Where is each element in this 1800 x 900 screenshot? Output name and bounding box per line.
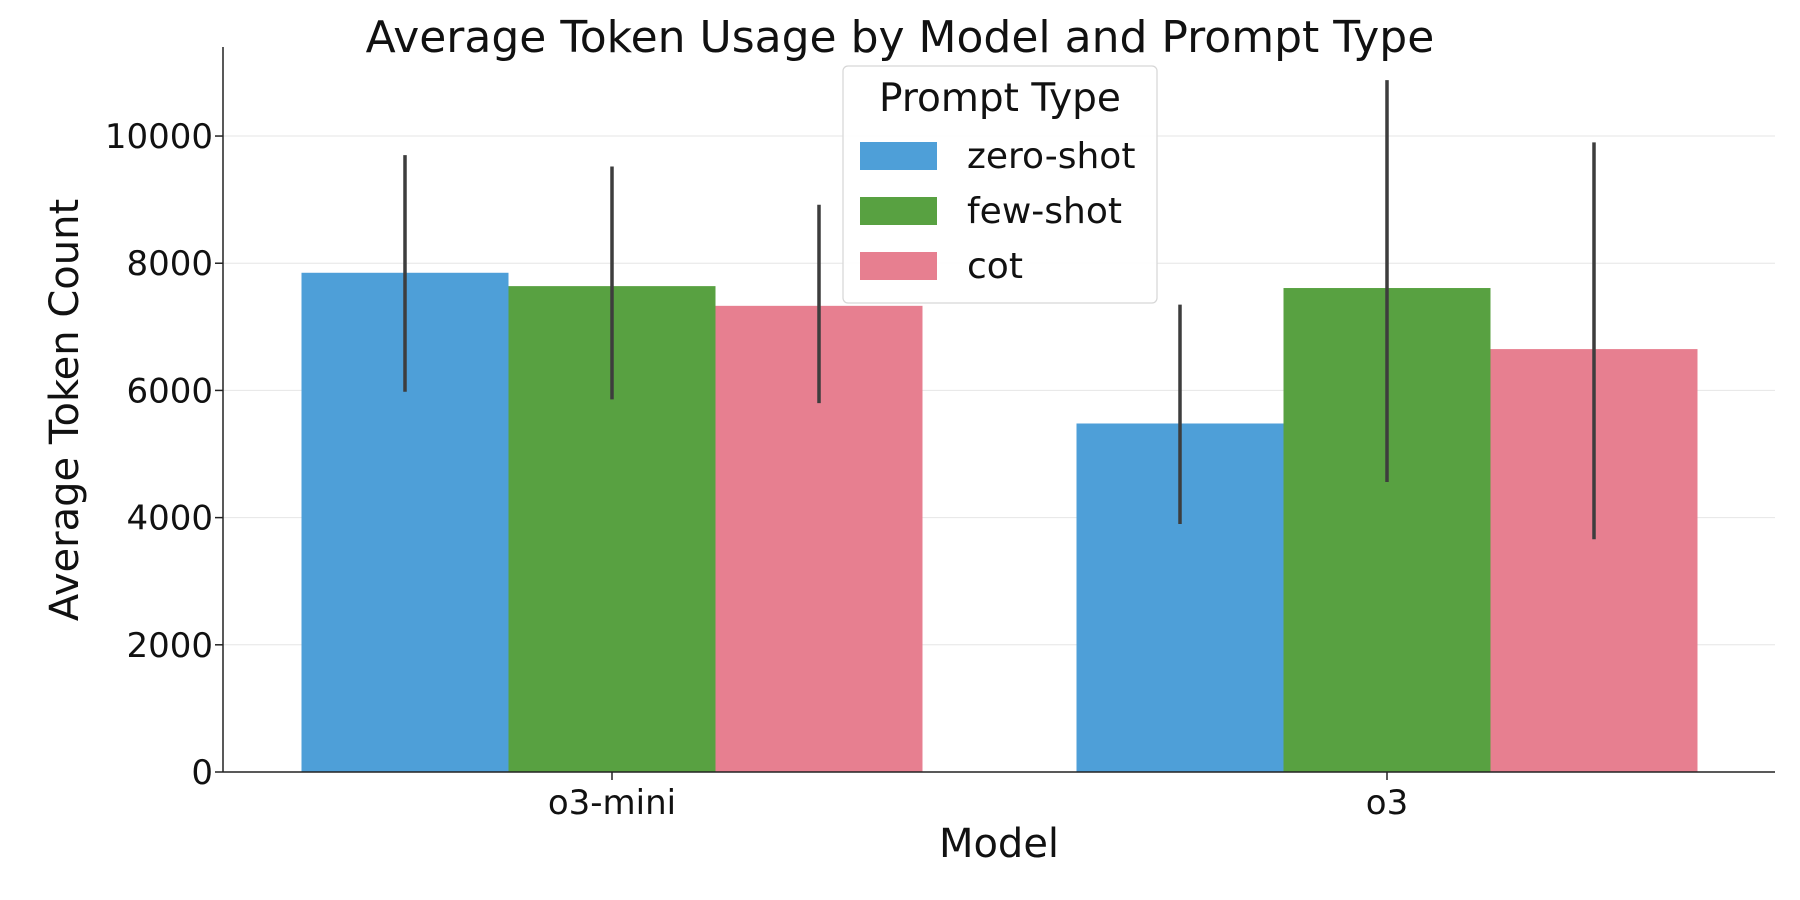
y-tick-label: 4000 bbox=[126, 499, 213, 539]
error-bars bbox=[403, 80, 1596, 540]
x-ticks: o3-mini o3 bbox=[548, 772, 1408, 823]
y-tick-label: 2000 bbox=[126, 626, 213, 666]
legend-swatch-cot bbox=[860, 252, 937, 280]
legend-title: Prompt Type bbox=[879, 76, 1121, 121]
legend-box bbox=[842, 65, 1158, 304]
y-tick-label: 10000 bbox=[105, 117, 213, 157]
y-tick-label: 6000 bbox=[126, 371, 213, 411]
legend: Prompt Type zero-shot few-shot cot bbox=[842, 65, 1158, 304]
y-tick-label: 0 bbox=[191, 753, 213, 793]
y-axis-label: Average Token Count bbox=[42, 199, 88, 621]
x-axis-label: Model bbox=[939, 821, 1059, 867]
bars bbox=[301, 272, 1698, 772]
x-tick-label: o3 bbox=[1366, 783, 1408, 823]
legend-label-few-shot: few-shot bbox=[967, 191, 1122, 232]
y-ticks: 0 2000 4000 6000 8000 10000 bbox=[105, 117, 223, 793]
legend-label-cot: cot bbox=[967, 246, 1023, 287]
legend-swatch-zero-shot bbox=[860, 142, 937, 170]
chart-title: Average Token Usage by Model and Prompt … bbox=[366, 12, 1435, 63]
y-tick-label: 8000 bbox=[126, 244, 213, 284]
legend-label-zero-shot: zero-shot bbox=[967, 136, 1135, 177]
x-tick-label: o3-mini bbox=[548, 783, 676, 823]
legend-swatch-few-shot bbox=[860, 197, 937, 225]
